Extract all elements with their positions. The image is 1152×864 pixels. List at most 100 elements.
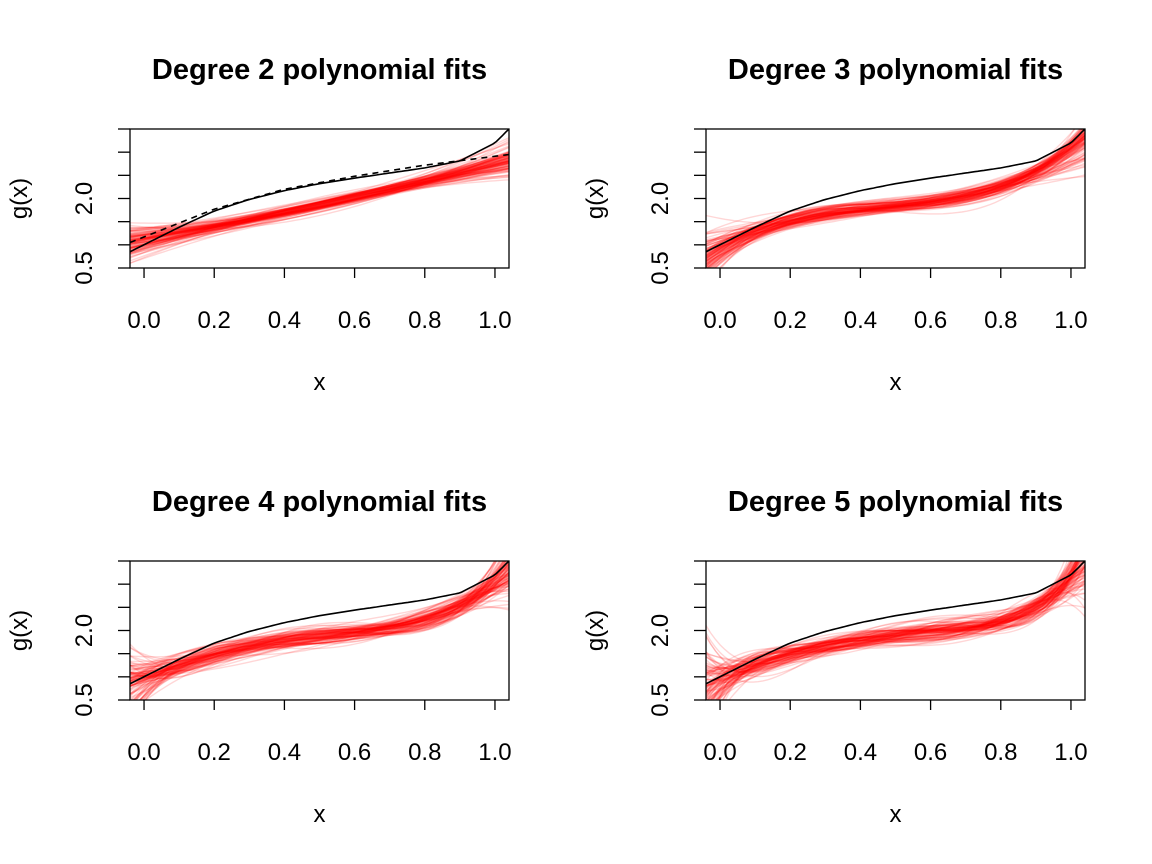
fit-curve — [706, 159, 1085, 247]
fit-curve — [706, 572, 1085, 675]
x-tick-label: 1.0 — [478, 739, 511, 766]
fit-curve — [706, 148, 1085, 268]
fit-curve — [130, 579, 509, 688]
fit-curve — [144, 561, 509, 700]
fit-curve — [706, 573, 1085, 682]
fit-curve — [718, 561, 1085, 700]
fit-curve — [130, 561, 498, 668]
fit-curve — [706, 134, 1085, 264]
fit-curve — [139, 572, 509, 700]
fit-curve — [130, 165, 509, 246]
fit-curve — [706, 141, 1085, 266]
x-axis-label: x — [314, 369, 326, 396]
fit-curve — [140, 574, 509, 700]
fit-curve — [706, 145, 1085, 259]
fit-curve — [706, 142, 1085, 235]
fit-curve — [706, 561, 1077, 675]
fit-curve — [706, 134, 1085, 252]
fit-curve — [706, 132, 1085, 262]
fit-curve — [130, 585, 509, 700]
fit-curve — [706, 561, 1073, 697]
fit-curve — [130, 161, 509, 243]
fit-curve — [706, 131, 1085, 243]
fit-curve — [130, 590, 509, 675]
fit-curve — [706, 129, 1082, 268]
fit-curve — [130, 561, 505, 675]
fit-curve — [706, 166, 1085, 263]
fit-curve — [130, 151, 509, 237]
fit-curve — [138, 565, 509, 700]
x-tick-label: 0.0 — [703, 739, 736, 766]
fit-curve — [130, 585, 509, 679]
fit-curve — [139, 580, 509, 700]
fit-curve — [130, 158, 509, 238]
y-tick-label: 2.0 — [71, 182, 98, 215]
true-function-line — [706, 129, 1085, 253]
fit-curve — [130, 162, 509, 252]
x-tick-label: 0.8 — [408, 307, 441, 334]
fit-curve — [706, 149, 1085, 252]
fit-curve — [706, 565, 1085, 667]
x-tick-label: 0.6 — [914, 739, 947, 766]
fit-curve — [706, 570, 1085, 683]
fit-curve — [706, 141, 1085, 244]
fit-curve — [130, 564, 509, 668]
fit-curve — [132, 580, 509, 700]
fit-curve — [130, 163, 509, 256]
fit-curve — [130, 168, 509, 254]
fit-curve — [706, 145, 1085, 266]
fit-curve — [130, 153, 509, 247]
fit-curve — [130, 151, 509, 235]
fit-curve — [706, 570, 1085, 687]
chart-title: Degree 2 polynomial fits — [152, 54, 487, 86]
fit-curve — [130, 578, 509, 687]
fit-curve — [130, 563, 509, 679]
fit-curve — [130, 179, 509, 255]
fit-curve — [706, 129, 1085, 261]
fit-curve — [706, 135, 1085, 259]
fit-curve — [707, 561, 1079, 700]
fit-curve — [706, 135, 1085, 262]
fit-curve — [712, 129, 1084, 268]
fit-curve — [706, 561, 1082, 678]
fit-curve — [706, 568, 1085, 673]
fit-curve — [130, 561, 504, 666]
fit-curve — [130, 166, 509, 249]
fit-curve — [706, 142, 1085, 258]
fit-curve — [706, 561, 1066, 695]
fit-curve — [706, 132, 1085, 258]
fit-curve — [709, 129, 1084, 268]
y-tick-label: 0.5 — [71, 683, 98, 716]
fit-curve — [706, 131, 1085, 268]
fit-curve — [130, 565, 509, 677]
fit-curve — [130, 160, 509, 232]
fit-curve — [709, 567, 1085, 700]
fit-curve — [706, 136, 1085, 255]
fit-curve — [706, 574, 1085, 672]
fit-curve — [706, 568, 1085, 692]
fit-curve — [706, 157, 1085, 250]
fit-curve — [130, 568, 509, 675]
fitted-curves — [130, 129, 509, 264]
fit-curve — [714, 129, 1085, 268]
fit-curve — [130, 167, 509, 251]
fit-curve — [706, 158, 1085, 247]
fit-curve — [706, 583, 1085, 673]
fit-curve — [130, 570, 509, 674]
fit-curve — [130, 146, 509, 233]
fit-curve — [706, 582, 1085, 688]
fit-curve — [712, 129, 1085, 268]
fit-curve — [130, 561, 501, 680]
fit-curve — [130, 164, 509, 262]
fit-curve — [130, 175, 509, 264]
fit-curve — [130, 583, 509, 680]
fit-curve — [130, 579, 509, 683]
fit-curve — [130, 167, 509, 252]
fit-curve — [706, 588, 1085, 676]
fit-curve — [142, 588, 509, 700]
fit-curve — [706, 137, 1085, 245]
fit-curve — [138, 568, 509, 700]
x-tick-label: 1.0 — [1054, 307, 1087, 334]
fit-curve — [130, 575, 509, 680]
fit-curve — [130, 173, 509, 237]
